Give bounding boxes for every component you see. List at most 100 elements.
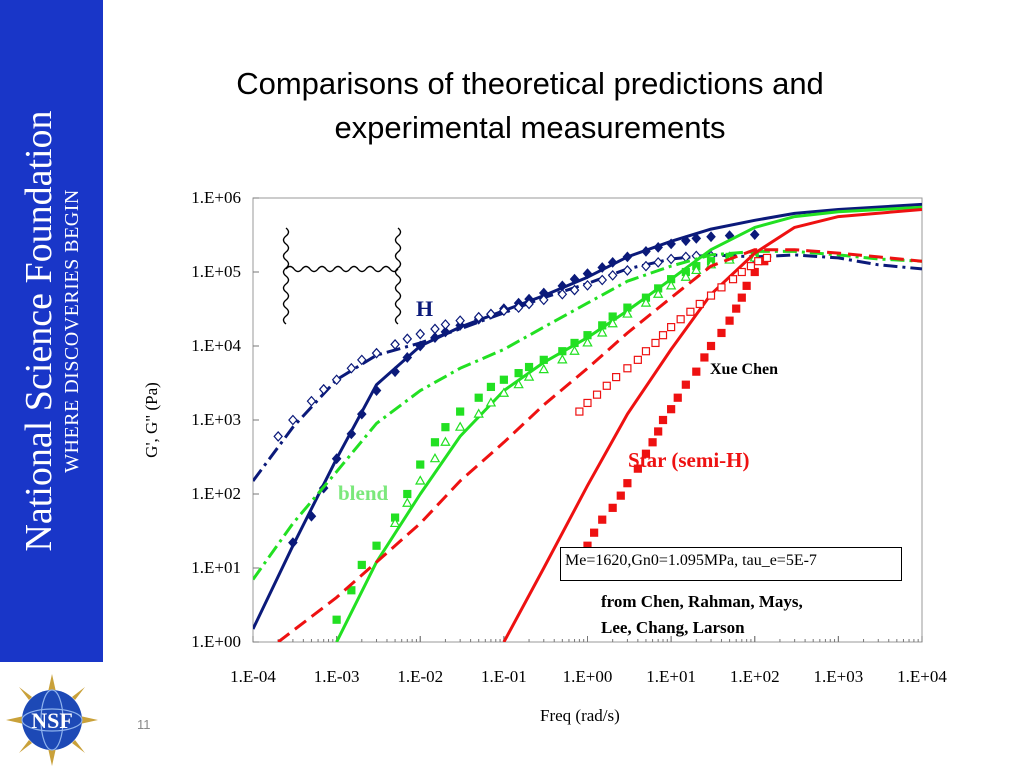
series-line: [253, 249, 922, 581]
data-point: [651, 338, 660, 348]
data-point: [746, 262, 756, 271]
data-point: [665, 280, 677, 290]
data-point: [692, 367, 701, 376]
data-point: [486, 308, 496, 320]
data-point: [728, 275, 738, 284]
data-point: [607, 317, 618, 328]
data-point: [725, 316, 734, 325]
data-point: [622, 265, 633, 276]
data-point: [592, 390, 602, 399]
data-point: [473, 408, 484, 418]
data-point: [430, 332, 440, 343]
data-point: [667, 405, 676, 414]
data-point: [633, 464, 642, 473]
data-point: [332, 615, 341, 624]
series-line: [502, 208, 922, 642]
x-tick-label: 1.E+02: [729, 667, 780, 686]
data-point: [356, 408, 367, 420]
x-tick-label: 1.E-03: [313, 667, 360, 686]
data-point: [415, 340, 426, 352]
data-point: [514, 369, 523, 378]
data-point: [706, 341, 716, 351]
data-point: [402, 333, 413, 345]
data-point: [582, 268, 593, 280]
y-tick-label: 1.E+05: [191, 262, 241, 281]
data-point: [762, 253, 772, 263]
data-point: [513, 302, 524, 314]
nsf-logo: NSF: [6, 674, 98, 766]
data-point: [607, 256, 618, 268]
data-point: [499, 305, 509, 317]
data-point: [474, 393, 483, 402]
data-point: [653, 256, 663, 268]
data-point: [666, 253, 676, 265]
data-point: [429, 452, 441, 463]
data-point: [523, 371, 535, 381]
data-point: [346, 362, 357, 374]
data-point: [331, 374, 342, 386]
data-point: [680, 271, 692, 281]
data-point: [706, 291, 716, 300]
data-point: [371, 385, 382, 396]
chart-series: [253, 202, 922, 642]
data-point: [597, 274, 608, 286]
reference-line1: from Chen, Rahman, Mays,: [601, 592, 803, 611]
data-point: [623, 479, 632, 488]
y-axis-title: G', G" (Pa): [142, 382, 161, 458]
slide-title-line1: Comparisons of theoretical predictions a…: [236, 66, 824, 101]
data-point: [557, 354, 568, 364]
x-tick-label: 1.E+04: [897, 667, 947, 686]
data-point: [582, 337, 593, 347]
data-point: [403, 489, 412, 499]
slide-title: Comparisons of theoretical predictions a…: [130, 62, 930, 150]
data-point: [686, 307, 695, 316]
data-point: [641, 245, 651, 257]
data-point: [737, 293, 746, 302]
data-point: [440, 436, 451, 446]
data-point: [513, 378, 524, 389]
data-point: [607, 269, 618, 281]
data-point: [691, 264, 702, 275]
x-tick-label: 1.E-02: [397, 667, 444, 686]
y-tick-label: 1.E+00: [191, 632, 241, 651]
data-point: [524, 362, 534, 372]
data-point: [569, 345, 580, 355]
data-point: [346, 428, 357, 440]
blend-exp-gp-series: [332, 250, 759, 624]
data-point: [691, 232, 702, 244]
data-point: [654, 427, 663, 436]
data-point: [612, 372, 621, 382]
data-point: [430, 323, 440, 335]
data-point: [666, 238, 676, 250]
data-point: [749, 229, 760, 241]
star-theory-gp-series: [502, 208, 922, 642]
data-point: [415, 475, 426, 485]
data-point: [695, 299, 704, 309]
data-point: [538, 294, 549, 306]
data-point: [608, 503, 617, 512]
y-tick-label: 1.E+03: [191, 410, 241, 429]
data-point: [356, 354, 367, 366]
data-point: [653, 241, 663, 253]
data-point: [673, 393, 682, 402]
data-point: [575, 407, 584, 416]
data-point: [598, 515, 607, 524]
data-point: [569, 273, 580, 285]
data-point: [390, 339, 400, 350]
x-tick-label: 1.E-04: [230, 667, 276, 686]
data-point: [538, 363, 549, 374]
star-exp-gpp-series: [575, 253, 772, 416]
sidebar-banner: National Science Foundation WHERE DISCOV…: [0, 0, 103, 662]
series-line: [277, 248, 922, 642]
label-blend: blend: [338, 481, 389, 505]
data-point: [622, 308, 633, 318]
blend-theory-gp-series: [335, 205, 922, 642]
y-tick-label: 1.E+01: [191, 558, 241, 577]
logo-globe: [22, 690, 82, 750]
svg-text:NSF: NSF: [31, 708, 73, 733]
data-point: [357, 560, 366, 570]
data-point: [717, 328, 726, 338]
data-point: [485, 397, 497, 407]
logo-rays: [6, 674, 98, 766]
